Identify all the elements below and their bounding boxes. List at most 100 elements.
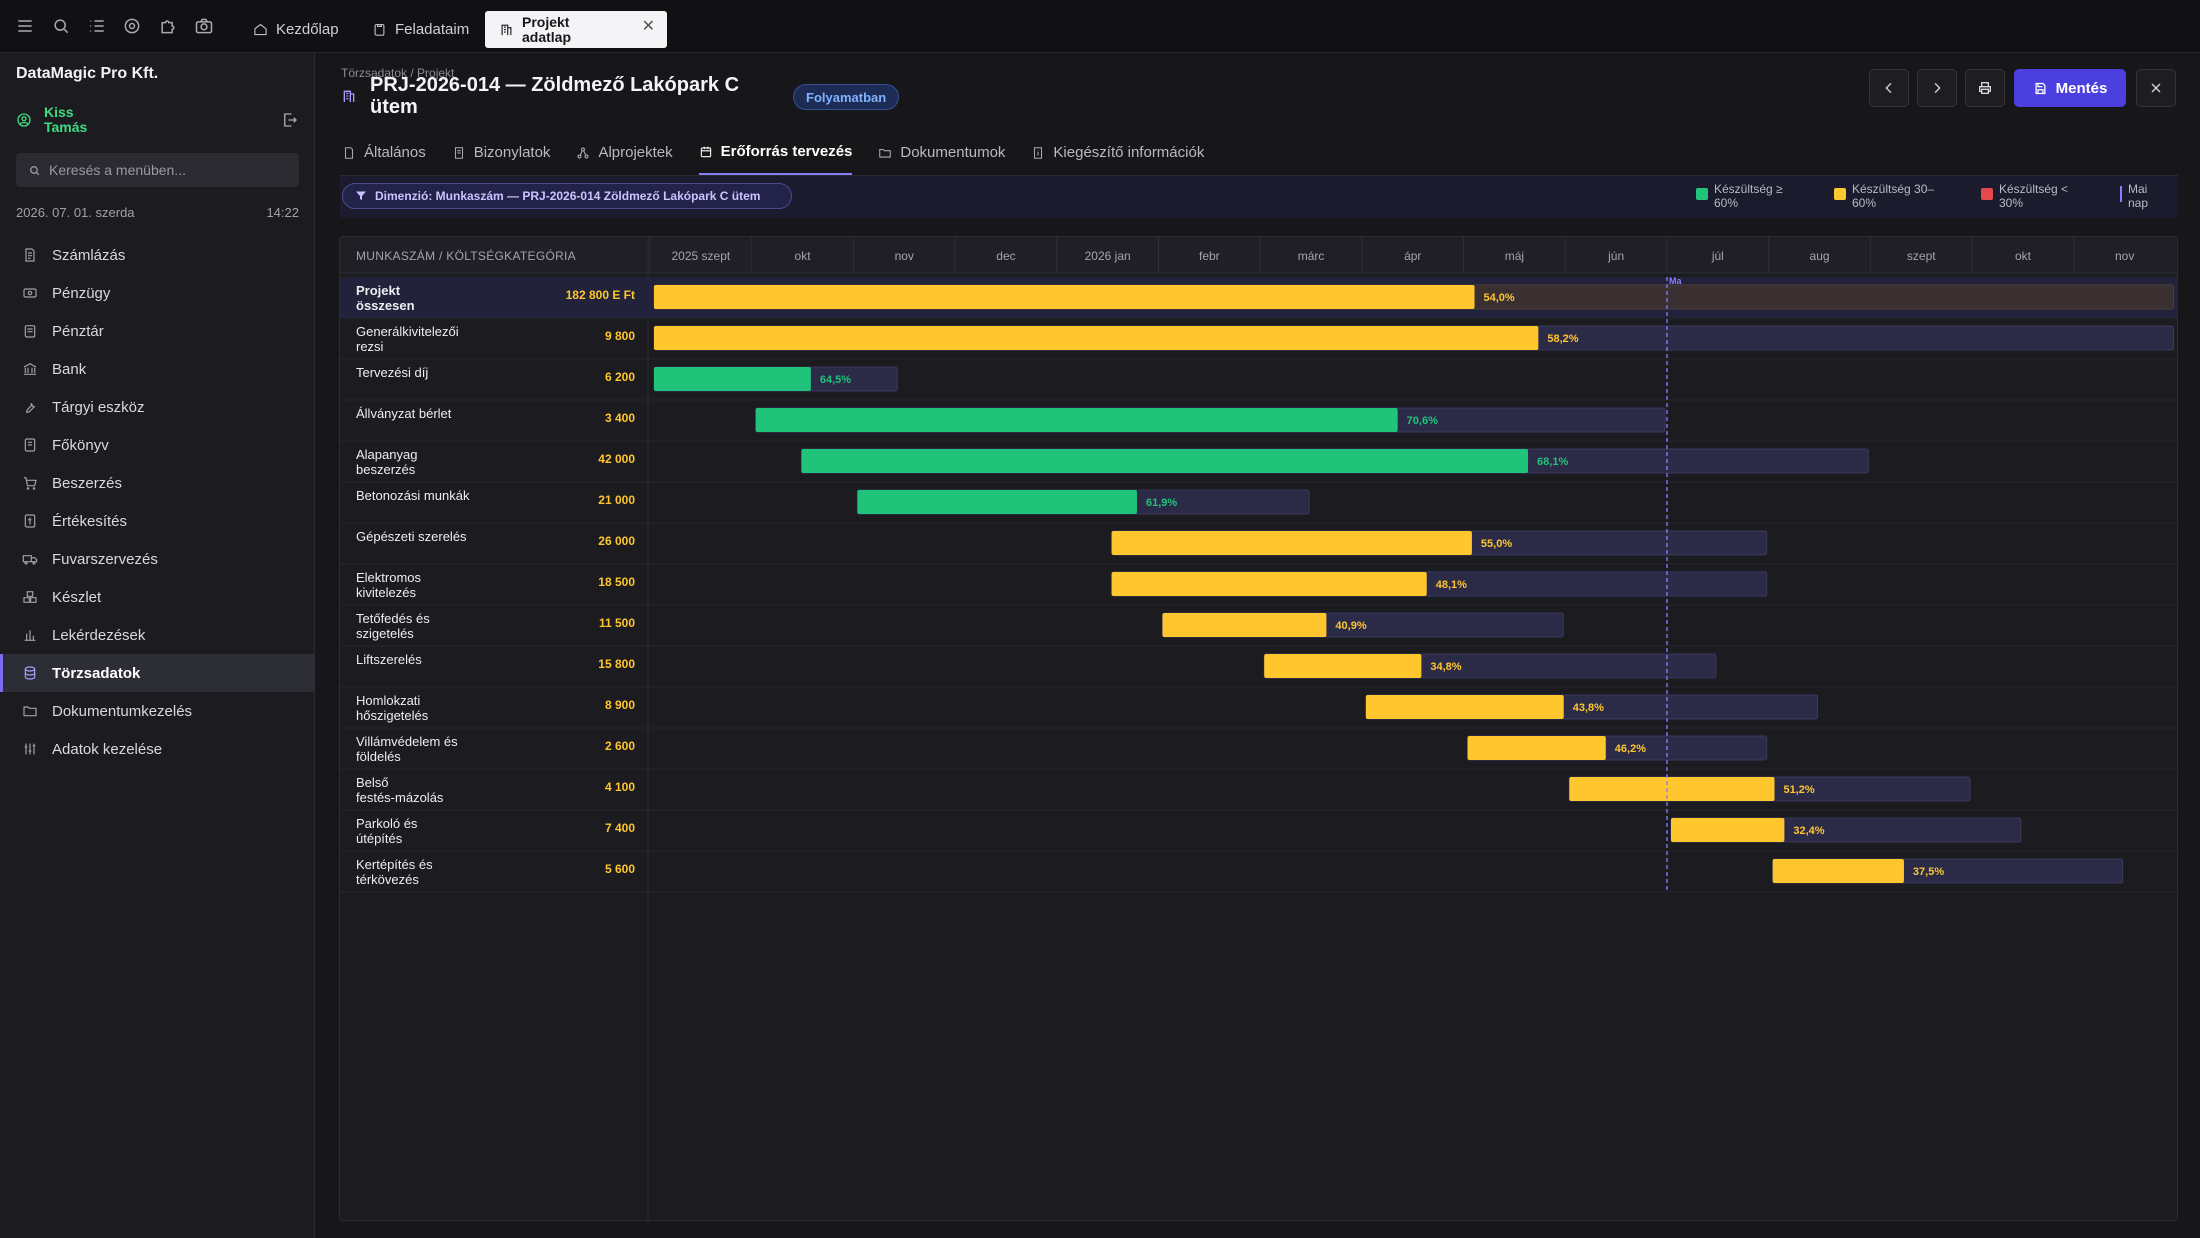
sidebar-item-szamlazas[interactable]: Számlázás xyxy=(0,236,315,274)
sidebar-item-label: Pénzügy xyxy=(52,284,111,302)
task-bar-percent: 70,6% xyxy=(1407,415,1438,427)
row-label: Állványzat bérlet xyxy=(356,406,452,421)
row-label: Kertépítés és xyxy=(356,857,433,872)
sidebar-item-ertekesites[interactable]: Értékesítés xyxy=(0,502,315,540)
row-label: Betonozási munkák xyxy=(356,488,470,503)
row-amount: 5 600 xyxy=(605,862,635,876)
chevron-right-icon xyxy=(1934,82,1941,94)
tab-altalanos[interactable]: Általános xyxy=(342,130,426,175)
month-label: márc xyxy=(1298,249,1325,263)
print-button[interactable] xyxy=(1965,69,2005,107)
sidebar-item-beszerzes[interactable]: Beszerzés xyxy=(0,464,315,502)
task-bar-progress[interactable] xyxy=(654,367,811,391)
sidebar-item-label: Fuvarszervezés xyxy=(52,550,158,568)
tab-kiegeszito-informaciok[interactable]: Kiegészítő információk xyxy=(1031,130,1204,175)
tab-feladataim[interactable]: Feladataim xyxy=(372,11,469,47)
wrench-icon xyxy=(25,402,36,414)
task-bar-progress[interactable] xyxy=(801,449,1529,473)
task-bar-progress[interactable] xyxy=(857,490,1137,514)
task-bar-percent: 61,9% xyxy=(1146,497,1177,509)
gear-icon[interactable] xyxy=(121,15,143,37)
user-name: Kiss Tamás xyxy=(44,104,88,135)
task-bar-progress[interactable] xyxy=(755,408,1398,432)
tabs-divider xyxy=(340,175,2178,176)
sidebar-item-lekerdezesek[interactable]: Lekérdezések xyxy=(0,616,315,654)
task-bar-progress[interactable] xyxy=(1671,818,1785,842)
sidebar-item-torzsadatok[interactable]: Törzsadatok xyxy=(0,654,315,692)
sidebar-item-fokonyv[interactable]: Főkönyv xyxy=(0,426,315,464)
task-bar-progress[interactable] xyxy=(654,285,1475,309)
close-tab-icon[interactable]: ✕ xyxy=(641,18,655,35)
sidebar-item-bank[interactable]: Bank xyxy=(0,350,315,388)
tab-kezdolap[interactable]: Kezdőlap xyxy=(253,11,339,47)
current-time: 14:22 xyxy=(266,205,299,220)
task-bar-percent: 40,9% xyxy=(1335,620,1366,632)
dimension-filter-chip[interactable]: Dimenzió: Munkaszám — PRJ-2026-014 Zöldm… xyxy=(342,183,792,209)
task-bar-percent: 64,5% xyxy=(820,374,851,386)
row-label: térkövezés xyxy=(356,872,419,887)
tab-eroforras-tervezes[interactable]: Erőforrás tervezés xyxy=(698,130,853,175)
next-button[interactable] xyxy=(1917,69,1957,107)
task-bar-progress[interactable] xyxy=(1264,654,1422,678)
task-bar-progress[interactable] xyxy=(1365,695,1564,719)
sidebar-item-label: Pénztár xyxy=(52,322,104,340)
sidebar-item-dokumentumkezeles[interactable]: Dokumentumkezelés xyxy=(0,692,315,730)
sidebar-item-penztar[interactable]: Pénztár xyxy=(0,312,315,350)
truck-icon xyxy=(22,555,38,565)
task-bar-progress[interactable] xyxy=(1569,777,1775,801)
sidebar-item-adatok-kezelese[interactable]: Adatok kezelése xyxy=(0,730,315,768)
sidebar-item-penzugy[interactable]: Pénzügy xyxy=(0,274,315,312)
dimension-filter-label: Dimenzió: Munkaszám — PRJ-2026-014 Zöldm… xyxy=(375,188,761,203)
sidebar-item-fuvarszervezes[interactable]: Fuvarszervezés xyxy=(0,540,315,578)
status-badge: Folyamatban xyxy=(793,84,900,110)
list-icon[interactable] xyxy=(86,15,108,37)
save-icon xyxy=(2035,82,2046,94)
cart-icon xyxy=(24,477,37,490)
close-button[interactable] xyxy=(2136,69,2176,107)
row-label: kivitelezés xyxy=(356,585,416,600)
search-icon xyxy=(30,165,40,175)
content-tabs: Általános Bizonylatok Alprojektek Erőfor… xyxy=(342,130,1204,175)
task-bar-percent: 58,2% xyxy=(1547,333,1578,345)
camera-icon[interactable] xyxy=(193,15,215,37)
month-label: júl xyxy=(1711,249,1724,263)
previous-button[interactable] xyxy=(1869,69,1909,107)
info-doc-icon xyxy=(1034,146,1043,159)
legend-item: Készültség ≥ 60% xyxy=(1696,182,1794,210)
tab-alprojektek[interactable]: Alprojektek xyxy=(576,130,673,175)
tab-projekt-adatlap[interactable]: Projekt adatlap ✕ xyxy=(485,11,667,48)
sidebar-item-label: Bank xyxy=(52,360,87,378)
gantt-panel: MUNKASZÁM / KÖLTSÉGKATEGÓRIA 2025 szept ok… xyxy=(339,236,2178,1221)
folder-icon xyxy=(23,706,37,717)
task-bar-progress[interactable] xyxy=(1467,736,1606,760)
user-row: Kiss Tamás xyxy=(16,100,299,140)
user-icon xyxy=(17,113,31,127)
tab-dokumentumok[interactable]: Dokumentumok xyxy=(878,130,1005,175)
row-amount: 9 800 xyxy=(605,329,635,343)
puzzle-icon[interactable] xyxy=(157,15,179,37)
tab-bizonylatok[interactable]: Bizonylatok xyxy=(452,130,550,175)
sidebar-item-label: Készlet xyxy=(52,588,102,606)
legend-swatch-red xyxy=(1981,188,1993,200)
legend-label: Készültség ≥ 60% xyxy=(1714,182,1783,210)
search-icon[interactable] xyxy=(50,15,72,37)
sidebar-item-keszlet[interactable]: Készlet xyxy=(0,578,315,616)
money-icon xyxy=(23,288,37,298)
task-bar-progress[interactable] xyxy=(1111,572,1427,596)
task-bar-progress[interactable] xyxy=(1162,613,1327,637)
task-bar-progress[interactable] xyxy=(1111,531,1472,555)
logout-icon[interactable] xyxy=(281,111,299,129)
row-amount: 18 500 xyxy=(598,575,635,589)
sidebar-item-targyi-eszkoz[interactable]: Tárgyi eszköz xyxy=(0,388,315,426)
menu-search-input[interactable]: Keresés a menüben... xyxy=(16,153,299,187)
task-bar-progress[interactable] xyxy=(654,326,1539,350)
legend-item: Készültség < 30% xyxy=(1981,182,2077,210)
row-amount: 42 000 xyxy=(598,452,635,466)
company-name: DataMagic Pro Kft. xyxy=(16,65,159,82)
menu-icon[interactable] xyxy=(14,15,36,37)
search-placeholder: Keresés a menüben... xyxy=(49,162,186,178)
task-bar-progress[interactable] xyxy=(1772,859,1904,883)
sidebar-item-label: Beszerzés xyxy=(52,474,123,492)
save-button[interactable]: Mentés xyxy=(2014,69,2126,107)
month-label: szept xyxy=(1907,249,1936,263)
